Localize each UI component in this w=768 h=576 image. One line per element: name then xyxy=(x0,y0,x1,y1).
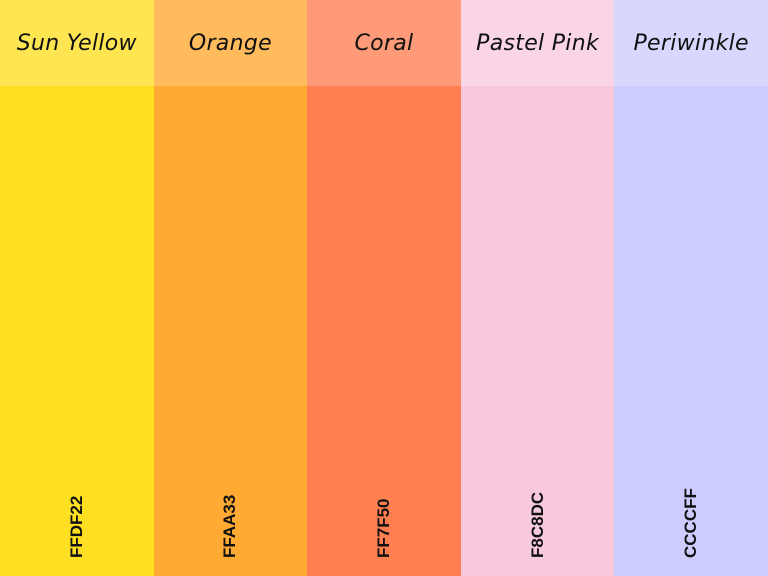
hex-code: FFDF22 xyxy=(66,495,86,558)
color-name: Pastel Pink xyxy=(476,30,599,56)
hex-code: FF7F50 xyxy=(373,498,393,558)
swatch-header: Sun Yellow xyxy=(0,0,154,86)
swatch-header: Coral xyxy=(307,0,461,86)
swatch-sun-yellow: Sun Yellow FFDF22 xyxy=(0,0,154,576)
hex-code: F8C8DC xyxy=(527,491,547,558)
hex-code: CCCCFF xyxy=(681,488,701,558)
swatch-coral: Coral FF7F50 xyxy=(307,0,461,576)
color-name: Orange xyxy=(188,30,272,56)
swatch-header: Pastel Pink xyxy=(460,0,615,86)
hex-code: FFAA33 xyxy=(220,494,240,558)
swatch-pastel-pink: Pastel Pink F8C8DC xyxy=(460,0,615,576)
swatch-header: Orange xyxy=(153,0,308,86)
color-name: Coral xyxy=(354,30,414,56)
color-name: Periwinkle xyxy=(633,30,749,56)
swatch-periwinkle: Periwinkle CCCCFF xyxy=(614,0,768,576)
color-name: Sun Yellow xyxy=(16,30,137,56)
swatch-header: Periwinkle xyxy=(614,0,768,86)
swatch-orange: Orange FFAA33 xyxy=(153,0,308,576)
